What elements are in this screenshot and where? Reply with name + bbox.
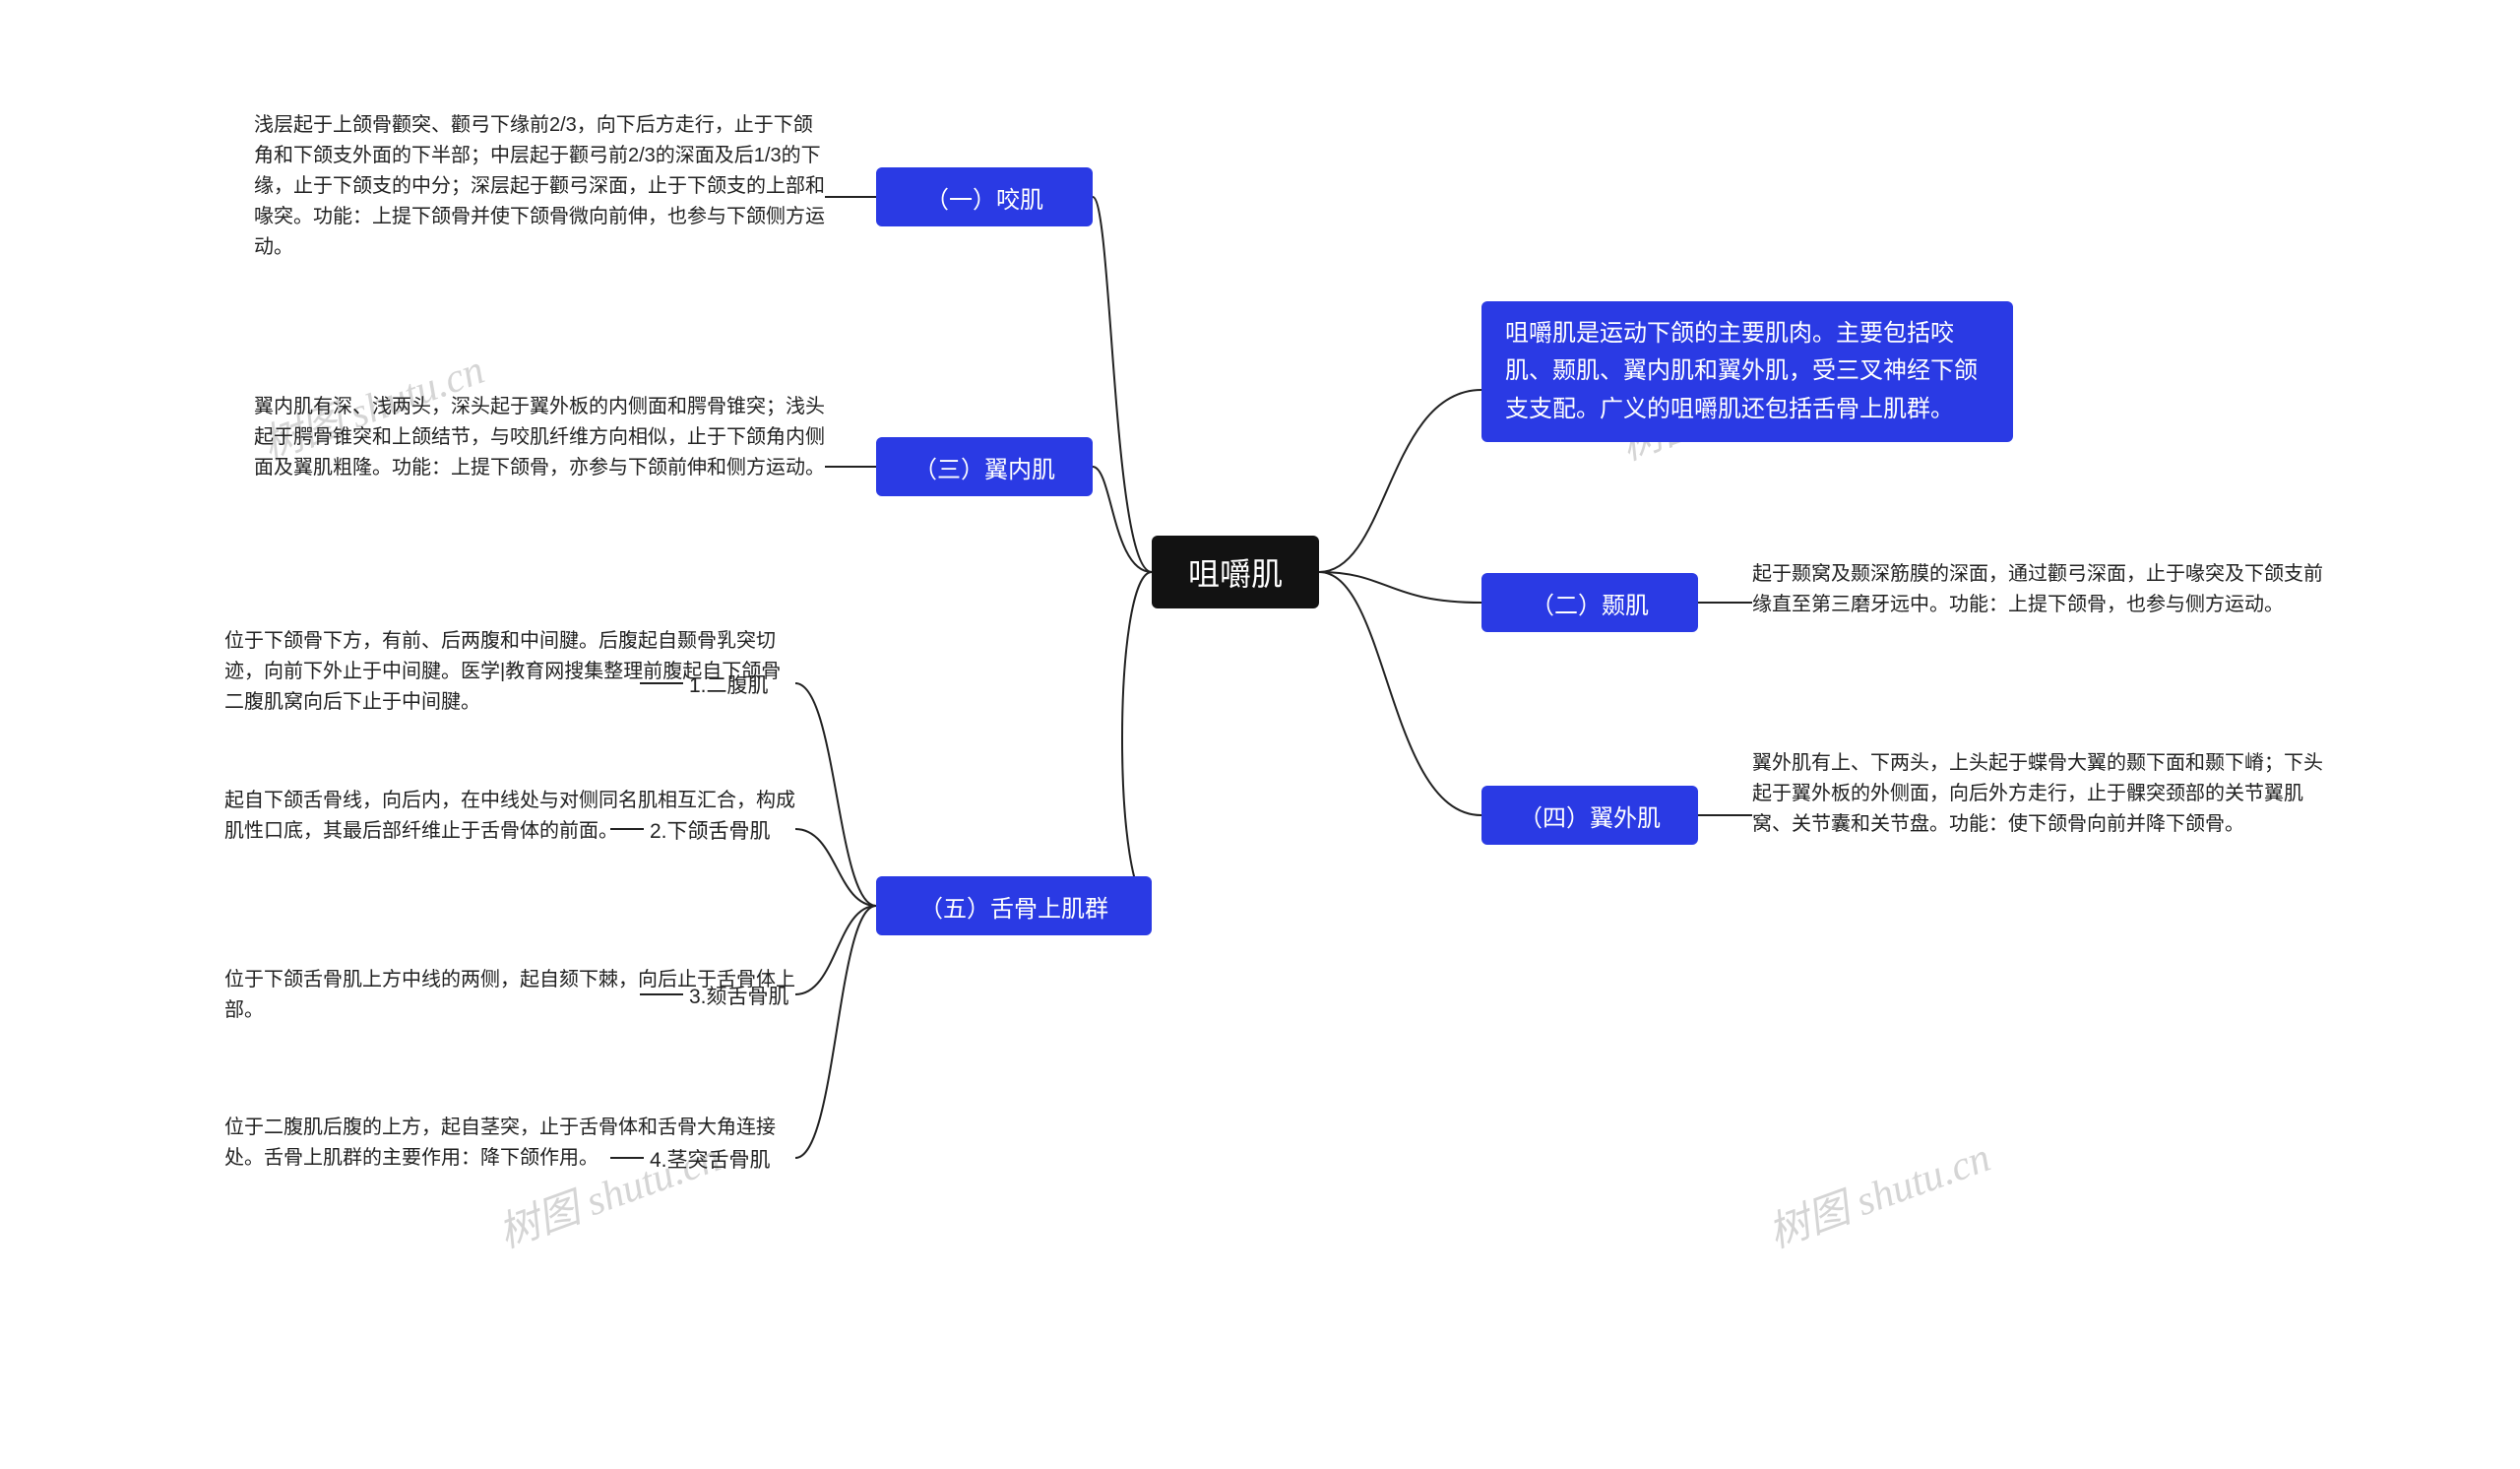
branch-node-3[interactable]: （三）翼内肌: [876, 437, 1093, 496]
branch-4-label: （四）翼外肌: [1519, 798, 1661, 833]
sub-4-desc: 位于二腹肌后腹的上方，起自茎突，止于舌骨体和舌骨大角连接处。舌骨上肌群的主要作用…: [224, 1113, 795, 1174]
branch-4-desc: 翼外肌有上、下两头，上头起于蝶骨大翼的颞下面和颞下嵴；下头起于翼外板的外侧面，向…: [1752, 748, 2323, 840]
branch-node-4[interactable]: （四）翼外肌: [1481, 786, 1698, 845]
branch-node-5[interactable]: （五）舌骨上肌群: [876, 876, 1152, 935]
branch-node-1[interactable]: （一）咬肌: [876, 167, 1093, 226]
branch-1-desc: 浅层起于上颌骨颧突、颧弓下缘前2/3，向下后方走行，止于下颌角和下颌支外面的下半…: [254, 110, 825, 263]
branch-1-label: （一）咬肌: [925, 180, 1043, 215]
root-label: 咀嚼肌: [1188, 549, 1283, 595]
watermark: 树图 shutu.cn: [1759, 1124, 1997, 1260]
sub-3-desc: 位于下颌舌骨肌上方中线的两侧，起自颏下棘，向后止于舌骨体上部。: [224, 965, 795, 1026]
branch-node-2[interactable]: （二）颞肌: [1481, 573, 1698, 632]
root-node[interactable]: 咀嚼肌: [1152, 536, 1319, 608]
branch-3-desc: 翼内肌有深、浅两头，深头起于翼外板的内侧面和腭骨锥突；浅头起于腭骨锥突和上颌结节…: [254, 392, 825, 483]
branch-5-label: （五）舌骨上肌群: [919, 889, 1108, 924]
branch-3-label: （三）翼内肌: [914, 450, 1055, 484]
intro-text: 咀嚼肌是运动下颌的主要肌肉。主要包括咬肌、颞肌、翼内肌和翼外肌，受三叉神经下颌支…: [1505, 315, 1989, 428]
intro-node[interactable]: 咀嚼肌是运动下颌的主要肌肉。主要包括咬肌、颞肌、翼内肌和翼外肌，受三叉神经下颌支…: [1481, 301, 2013, 442]
sub-1-desc: 位于下颌骨下方，有前、后两腹和中间腱。后腹起自颞骨乳突切迹，向前下外止于中间腱。…: [224, 626, 795, 718]
branch-2-label: （二）颞肌: [1531, 586, 1649, 620]
branch-2-desc: 起于颞窝及颞深筋膜的深面，通过颧弓深面，止于喙突及下颌支前缘直至第三磨牙远中。功…: [1752, 559, 2323, 620]
sub-2-desc: 起自下颌舌骨线，向后内，在中线处与对侧同名肌相互汇合，构成肌性口底，其最后部纤维…: [224, 786, 795, 847]
